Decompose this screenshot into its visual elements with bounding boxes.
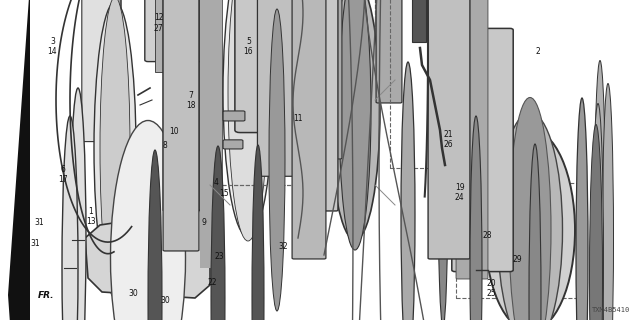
- Bar: [412, 0, 426, 42]
- Ellipse shape: [228, 0, 268, 241]
- FancyBboxPatch shape: [145, 0, 206, 61]
- Ellipse shape: [94, 2, 136, 294]
- Ellipse shape: [602, 84, 614, 320]
- Ellipse shape: [401, 62, 415, 320]
- Text: 26: 26: [443, 140, 453, 149]
- Text: 20: 20: [486, 279, 497, 288]
- FancyBboxPatch shape: [452, 28, 513, 272]
- Bar: [390, 0, 468, 168]
- Text: 1: 1: [88, 207, 93, 216]
- FancyBboxPatch shape: [428, 0, 470, 259]
- Text: 16: 16: [243, 47, 253, 56]
- Ellipse shape: [111, 121, 186, 320]
- Text: 23: 23: [214, 252, 224, 261]
- Polygon shape: [8, 0, 30, 320]
- Ellipse shape: [529, 144, 541, 320]
- Text: 29: 29: [512, 255, 522, 264]
- FancyBboxPatch shape: [292, 0, 326, 259]
- Bar: [210, 0, 375, 185]
- Ellipse shape: [589, 124, 602, 320]
- Text: 5: 5: [246, 37, 251, 46]
- Text: 12: 12: [154, 13, 163, 22]
- Text: 15: 15: [219, 189, 229, 198]
- Text: 4: 4: [214, 178, 219, 187]
- Text: 7: 7: [188, 92, 193, 100]
- Text: 27: 27: [154, 24, 164, 33]
- FancyBboxPatch shape: [235, 0, 365, 132]
- Text: 32: 32: [278, 242, 288, 251]
- Text: 6: 6: [60, 165, 65, 174]
- FancyBboxPatch shape: [163, 0, 199, 211]
- Text: 22: 22: [208, 278, 217, 287]
- Ellipse shape: [509, 98, 551, 320]
- Bar: [456, 183, 584, 298]
- Bar: [200, 0, 222, 230]
- Text: 31: 31: [35, 218, 45, 227]
- Text: 3: 3: [50, 37, 55, 46]
- Text: 21: 21: [444, 130, 452, 139]
- FancyBboxPatch shape: [296, 0, 338, 211]
- Text: 25: 25: [486, 289, 497, 298]
- Ellipse shape: [470, 116, 482, 320]
- FancyBboxPatch shape: [456, 0, 488, 279]
- Ellipse shape: [269, 9, 285, 311]
- Bar: [210, 0, 375, 185]
- Text: 9: 9: [201, 218, 206, 227]
- Ellipse shape: [330, 0, 380, 240]
- Polygon shape: [85, 210, 210, 298]
- Ellipse shape: [593, 103, 604, 320]
- Bar: [155, 0, 177, 72]
- FancyBboxPatch shape: [223, 111, 245, 121]
- Bar: [200, 0, 222, 210]
- Text: 11: 11: [293, 114, 302, 123]
- Ellipse shape: [595, 60, 605, 320]
- Text: 28: 28: [483, 231, 492, 240]
- Ellipse shape: [485, 129, 575, 320]
- FancyBboxPatch shape: [223, 140, 243, 149]
- Ellipse shape: [497, 113, 563, 320]
- Text: 2: 2: [535, 47, 540, 56]
- FancyBboxPatch shape: [318, 0, 342, 159]
- FancyBboxPatch shape: [376, 0, 402, 103]
- Ellipse shape: [62, 116, 78, 320]
- Text: 18: 18: [186, 101, 195, 110]
- Text: 13: 13: [86, 217, 96, 226]
- Text: 31: 31: [30, 239, 40, 248]
- Text: 24: 24: [454, 193, 465, 202]
- Ellipse shape: [70, 88, 86, 320]
- FancyBboxPatch shape: [82, 0, 120, 141]
- Ellipse shape: [252, 145, 264, 320]
- Bar: [200, 0, 222, 268]
- Text: 10: 10: [169, 127, 179, 136]
- Ellipse shape: [438, 17, 448, 320]
- Bar: [303, 0, 315, 215]
- Text: 30: 30: [128, 289, 138, 298]
- Text: 14: 14: [47, 47, 58, 56]
- Text: TXM4B5410: TXM4B5410: [592, 307, 630, 313]
- Text: 30: 30: [160, 296, 170, 305]
- FancyBboxPatch shape: [163, 0, 199, 251]
- Text: FR.: FR.: [38, 291, 54, 300]
- Ellipse shape: [148, 150, 162, 320]
- Ellipse shape: [576, 98, 588, 320]
- Ellipse shape: [211, 146, 225, 320]
- Text: 19: 19: [454, 183, 465, 192]
- FancyBboxPatch shape: [257, 0, 298, 176]
- Ellipse shape: [339, 0, 371, 250]
- Text: 17: 17: [58, 175, 68, 184]
- Ellipse shape: [223, 0, 273, 237]
- Text: 8: 8: [163, 141, 168, 150]
- FancyBboxPatch shape: [85, 0, 121, 74]
- Ellipse shape: [100, 0, 130, 299]
